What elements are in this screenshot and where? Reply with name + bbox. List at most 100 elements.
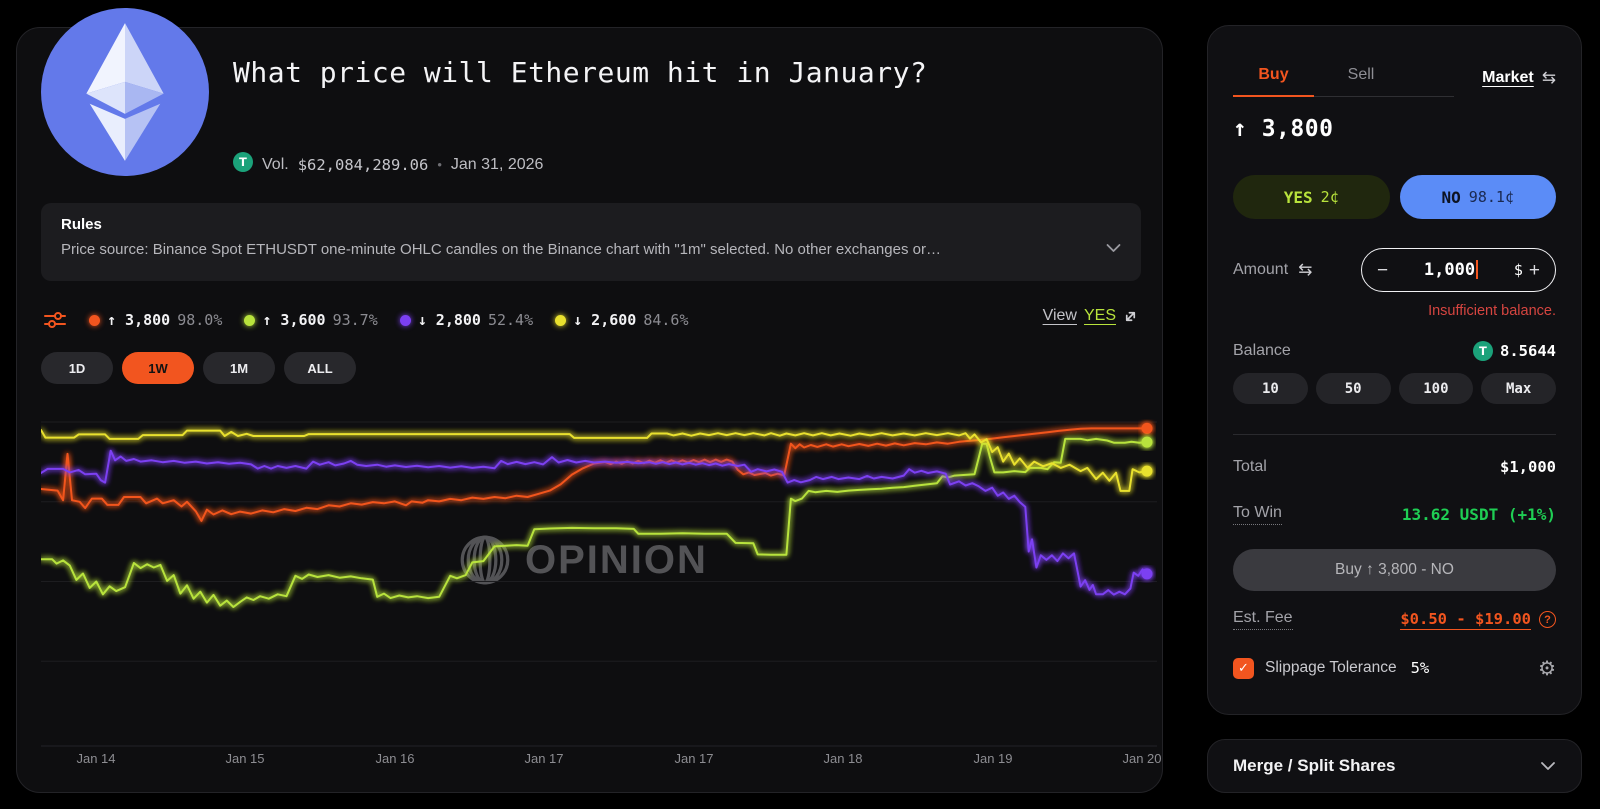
x-axis-label: Jan 14	[76, 751, 116, 766]
insufficient-balance-error: Insufficient balance.	[1428, 303, 1556, 319]
currency-symbol: $	[1513, 261, 1523, 279]
legend-item[interactable]: ↑ 3,600 93.7%	[244, 311, 378, 329]
chevron-down-icon	[1540, 761, 1556, 771]
legend-item[interactable]: ↑ 3,800 98.0%	[89, 311, 222, 329]
swap-icon: ⇆	[1541, 68, 1556, 88]
market-card: What price will Ethereum hit in January?…	[16, 27, 1163, 793]
series-pct: 93.7%	[332, 311, 378, 329]
tab-buy[interactable]: Buy	[1258, 66, 1289, 83]
ethereum-logo	[41, 8, 209, 176]
x-axis-label: Jan 19	[973, 751, 1013, 766]
series-dot	[399, 314, 411, 326]
quick-amount-100[interactable]: 100	[1398, 373, 1474, 404]
x-axis-label: Jan 18	[823, 751, 863, 766]
text-caret	[1476, 260, 1479, 279]
merge-split-toggle[interactable]: Merge / Split Shares	[1207, 739, 1582, 793]
volume-label: Vol.	[262, 155, 289, 173]
submit-buy-button[interactable]: Buy ↑ 3,800 - NO	[1233, 549, 1556, 591]
series-label: ↓ 2,800	[417, 311, 481, 329]
series-label: ↓ 2,600	[573, 311, 637, 329]
series-label: ↑ 3,800	[107, 311, 171, 329]
buy-sell-tabs: Buy Sell	[1233, 66, 1454, 97]
est-fee-label[interactable]: Est. Fee	[1233, 609, 1293, 630]
decrement-button[interactable]: −	[1377, 259, 1389, 281]
tether-icon: T	[233, 152, 253, 177]
rules-panel[interactable]: Rules Price source: Binance Spot ETHUSDT…	[41, 203, 1141, 281]
chevron-down-icon[interactable]	[1106, 240, 1121, 258]
gear-icon[interactable]: ⚙	[1538, 656, 1556, 680]
rules-title: Rules	[61, 216, 102, 233]
timeframe-1d[interactable]: 1D	[41, 352, 113, 384]
svg-text:T: T	[239, 156, 247, 169]
series-label: ↑ 3,600	[262, 311, 326, 329]
series-dot	[555, 314, 567, 326]
x-axis: Jan 14 Jan 15 Jan 16 Jan 17 Jan 17 Jan 18 Jan …	[17, 751, 1164, 769]
trade-panel: Buy Sell Market ⇆ ↑ 3,800 YES 2¢ NO 98.1…	[1207, 25, 1582, 715]
yes-button[interactable]: YES 2¢	[1233, 175, 1390, 219]
volume-value: $62,084,289.06	[297, 155, 429, 174]
end-date: Jan 31, 2026	[450, 155, 544, 173]
rules-body: Price source: Binance Spot ETHUSDT one-m…	[61, 240, 941, 258]
amount-swap-icon[interactable]: ⇆	[1298, 260, 1313, 280]
quick-amount-50[interactable]: 50	[1315, 373, 1391, 404]
series-pct: 52.4%	[487, 311, 534, 329]
to-win-label[interactable]: To Win	[1233, 504, 1282, 525]
x-axis-label: Jan 20	[1122, 751, 1162, 766]
timeframe-1m[interactable]: 1M	[203, 352, 275, 384]
meta-separator: •	[437, 157, 442, 172]
divider	[1233, 434, 1556, 435]
total-value: $1,000	[1500, 458, 1556, 476]
view-yes-link[interactable]: View YES	[1043, 307, 1138, 325]
order-type-toggle[interactable]: Market ⇆	[1482, 68, 1556, 88]
filter-icon[interactable]	[43, 309, 67, 331]
svg-text:T: T	[1479, 345, 1487, 358]
yes-price: 2¢	[1320, 188, 1339, 206]
expand-icon	[1123, 309, 1138, 324]
slippage-value: 5%	[1410, 659, 1430, 677]
order-type-label: Market	[1482, 69, 1534, 86]
series-pct: 84.6%	[643, 311, 689, 329]
x-axis-label: Jan 17	[674, 751, 714, 766]
amount-input[interactable]: − 1,000 $ +	[1361, 248, 1556, 292]
amount-label: Amount	[1233, 261, 1289, 278]
increment-button[interactable]: +	[1528, 259, 1540, 281]
timeframe-all[interactable]: ALL	[284, 352, 356, 384]
yes-label: YES	[1283, 187, 1313, 207]
legend-item[interactable]: ↓ 2,600 84.6%	[555, 311, 689, 329]
x-axis-label: Jan 16	[375, 751, 415, 766]
slippage-checkbox[interactable]: ✓	[1233, 657, 1254, 679]
tab-sell[interactable]: Sell	[1347, 66, 1375, 83]
active-tab-underline	[1233, 95, 1314, 97]
watermark-text: OPINION	[525, 537, 708, 582]
amount-value[interactable]: 1,000	[1394, 260, 1508, 280]
merge-split-label: Merge / Split Shares	[1233, 756, 1396, 775]
no-price: 98.1¢	[1468, 188, 1514, 206]
page-title: What price will Ethereum hit in January?	[233, 56, 928, 89]
chart-legend: ↑ 3,800 98.0% ↑ 3,600 93.7% ↓ 2,800 52.4…	[43, 306, 1138, 334]
opinion-watermark: OPINION	[459, 534, 708, 586]
total-label: Total	[1233, 458, 1267, 475]
est-fee-value: $0.50 - $19.00	[1400, 609, 1531, 630]
price-chart[interactable]: OPINION	[41, 406, 1157, 751]
quick-amount-max[interactable]: Max	[1481, 373, 1556, 404]
view-label: View	[1042, 307, 1077, 324]
series-dot	[244, 314, 256, 326]
quick-amount-10[interactable]: 10	[1233, 373, 1308, 404]
timeframe-1w[interactable]: 1W	[122, 352, 194, 384]
series-dot	[89, 314, 100, 326]
market-meta: T Vol. $62,084,289.06 • Jan 31, 2026	[233, 152, 543, 177]
opinion-ball-icon	[459, 534, 511, 586]
x-axis-label: Jan 17	[524, 751, 564, 766]
no-button[interactable]: NO 98.1¢	[1399, 175, 1556, 219]
legend-item[interactable]: ↓ 2,800 52.4%	[399, 311, 534, 329]
balance-label: Balance	[1233, 342, 1291, 359]
to-win-value: 13.62 USDT (+1%)	[1401, 505, 1556, 524]
price-chart-svg[interactable]	[41, 406, 1157, 751]
help-icon[interactable]: ?	[1539, 611, 1556, 628]
tether-icon: T	[1473, 341, 1493, 361]
timeframe-selector: 1D 1W 1M ALL	[41, 352, 356, 384]
slippage-label: Slippage Tolerance	[1265, 659, 1397, 676]
view-outcome: YES	[1083, 307, 1116, 324]
series-pct: 98.0%	[177, 311, 223, 329]
quick-amounts: 10 50 100 Max	[1233, 373, 1556, 404]
